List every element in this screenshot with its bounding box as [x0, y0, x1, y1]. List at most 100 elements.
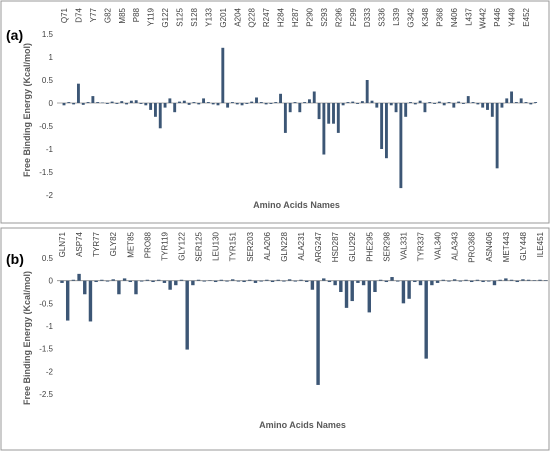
- x-tick-label: SER298: [382, 231, 391, 261]
- bar: [288, 103, 292, 113]
- bar: [255, 97, 258, 103]
- bar: [202, 98, 206, 103]
- bar: [360, 101, 364, 103]
- x-tick-label: S293: [320, 7, 329, 26]
- bar: [356, 103, 360, 104]
- bar: [339, 280, 343, 292]
- bar: [168, 98, 172, 103]
- bar: [317, 103, 321, 120]
- bar: [418, 100, 422, 103]
- bar: [191, 280, 195, 286]
- bar: [81, 103, 85, 105]
- bar: [117, 280, 121, 295]
- bar: [510, 91, 514, 103]
- y-tick-label: -0.5: [39, 122, 53, 131]
- x-tick-label: GLN228: [280, 231, 289, 261]
- x-tick-label: SER203: [246, 231, 255, 261]
- bar: [259, 280, 263, 282]
- x-tick-label: GLU292: [348, 231, 357, 261]
- x-tick-label: ALA206: [263, 231, 272, 260]
- bar: [407, 280, 411, 299]
- x-tick-label: L437: [464, 7, 473, 25]
- x-tick-label: Q228: [248, 7, 257, 27]
- bar: [264, 103, 268, 105]
- x-tick-label: P446: [493, 7, 502, 26]
- bar: [178, 101, 181, 103]
- x-tick-label: L339: [392, 7, 401, 25]
- bar: [514, 102, 518, 103]
- bar: [428, 102, 432, 103]
- x-tick-label: PHE295: [365, 231, 374, 261]
- bar: [336, 103, 340, 133]
- bar: [129, 100, 133, 103]
- bar: [435, 280, 440, 283]
- bar: [481, 103, 485, 108]
- bar: [168, 280, 172, 290]
- bar: [245, 103, 249, 104]
- bar: [94, 280, 98, 283]
- bar: [447, 280, 451, 282]
- x-tick-label: S125: [176, 7, 185, 26]
- x-tick-label: P88: [132, 7, 141, 22]
- bar: [312, 91, 316, 103]
- bar: [390, 277, 394, 281]
- bar: [433, 103, 437, 104]
- bar: [162, 280, 167, 283]
- bar: [187, 103, 191, 105]
- bar: [96, 102, 100, 103]
- bar: [322, 103, 326, 155]
- bar: [316, 280, 320, 385]
- bar: [151, 280, 155, 283]
- bar: [437, 101, 441, 103]
- x-tick-label: Y133: [204, 7, 213, 26]
- bar: [282, 280, 286, 282]
- bar: [418, 280, 423, 286]
- bar: [242, 280, 246, 283]
- bar: [139, 280, 144, 282]
- bar: [543, 280, 548, 281]
- x-tick-label: ASN406: [485, 231, 494, 261]
- y-tick-label: -2.5: [39, 390, 53, 399]
- bar: [344, 280, 349, 308]
- bar: [225, 280, 229, 282]
- y-tick-label: 0: [49, 277, 54, 286]
- bar: [430, 280, 434, 286]
- bar: [384, 103, 388, 159]
- x-tick-label: ILE451: [536, 231, 545, 257]
- x-tick-label: R247: [262, 7, 271, 27]
- bar: [206, 102, 210, 103]
- bar: [231, 279, 235, 281]
- bar: [487, 280, 491, 282]
- bar: [365, 80, 369, 103]
- bar: [240, 103, 244, 106]
- x-axis-title: Amino Acids Names: [253, 200, 340, 210]
- y-axis-title: Free Binding Energy (Kcal/mol): [22, 43, 32, 177]
- x-tick-label: D74: [74, 7, 83, 22]
- x-tick-label: F299: [349, 7, 358, 26]
- bar: [529, 103, 533, 105]
- x-tick-label: D333: [363, 7, 372, 27]
- x-tick-label: TYR77: [92, 231, 101, 256]
- bar: [62, 103, 66, 106]
- bar: [236, 280, 241, 282]
- bar: [509, 279, 514, 281]
- bar: [481, 280, 485, 283]
- x-tick-label: MET443: [502, 231, 511, 262]
- bar: [298, 103, 302, 113]
- bar: [250, 101, 254, 103]
- y-tick-label: 1: [49, 53, 54, 62]
- bar: [65, 280, 70, 321]
- bar: [470, 280, 474, 283]
- bar: [208, 280, 212, 281]
- bar: [157, 279, 161, 281]
- x-tick-label: PRO88: [143, 231, 152, 258]
- bar: [213, 280, 218, 283]
- bar: [490, 103, 494, 117]
- bar: [461, 103, 465, 104]
- x-tick-label: TYR119: [160, 231, 169, 260]
- bar: [269, 103, 273, 104]
- bar: [447, 102, 451, 103]
- bar: [341, 103, 345, 106]
- bar: [457, 101, 461, 103]
- bar: [361, 280, 366, 286]
